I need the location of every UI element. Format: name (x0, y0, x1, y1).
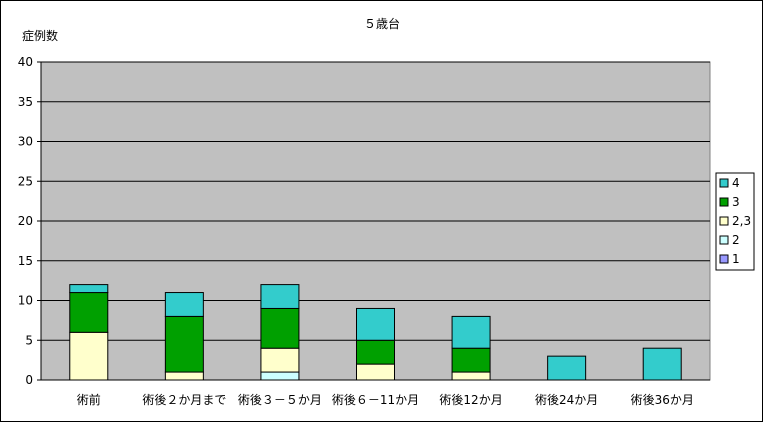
y-axis-ticks: 0 5 10 15 20 25 30 35 40 (18, 55, 42, 387)
bar-segment-4 (260, 284, 300, 309)
bar-segment-3 (69, 292, 109, 333)
legend-swatch (719, 235, 729, 245)
y-tick-label: 10 (18, 294, 33, 308)
chart-title: ５歳台 (364, 16, 400, 31)
bar-segment-4 (164, 292, 204, 317)
y-tick-label: 0 (25, 373, 33, 387)
legend-swatch (719, 178, 729, 188)
bar-segment-2 (260, 371, 300, 381)
x-category-label: 術後12か月 (439, 393, 502, 407)
x-category-label: 術前 (77, 392, 101, 407)
bar-segment-4 (451, 315, 491, 349)
x-category-label: 術後24か月 (535, 393, 598, 407)
x-category-label: 術後36か月 (631, 393, 694, 407)
legend-swatch (719, 254, 729, 264)
bar-segment-4 (547, 355, 587, 381)
bar-segment-3 (260, 307, 300, 349)
x-category-label: 術後２か月まで (142, 393, 226, 407)
bars (69, 284, 682, 381)
legend-swatch (719, 197, 729, 207)
bar-segment-2-3 (356, 363, 395, 381)
legend: 4 3 2,3 2 1 (715, 172, 755, 271)
legend-swatch (719, 216, 729, 226)
bar-segment-3 (164, 315, 204, 373)
y-tick-label: 40 (18, 55, 33, 69)
x-category-label: 術後６－11か月 (332, 393, 419, 407)
bar-segment-3 (451, 347, 491, 373)
bar-segment-4 (69, 284, 109, 294)
x-category-label: 術後３－５か月 (238, 393, 322, 407)
bar-segment-2-3 (260, 347, 300, 373)
legend-label: 1 (732, 252, 740, 266)
bar-segment-4 (356, 307, 395, 341)
bar-segment-2-3 (451, 371, 491, 381)
legend-label: 3 (732, 195, 740, 209)
legend-label: 2,3 (732, 214, 751, 228)
bar-segment-2-3 (164, 371, 204, 381)
bar-segment-2-3 (69, 331, 109, 381)
legend-label: 4 (732, 176, 740, 190)
legend-label: 2 (732, 233, 740, 247)
y-tick-label: 20 (18, 214, 33, 228)
x-axis-categories: 術前 術後２か月まで 術後３－５か月 術後６－11か月 術後12か月 術後24か月 術後36… (77, 392, 694, 407)
bar-segment-4 (642, 347, 682, 381)
y-tick-label: 25 (18, 174, 33, 188)
y-tick-label: 15 (18, 254, 33, 268)
y-tick-label: 5 (25, 333, 33, 347)
y-tick-label: 35 (18, 95, 33, 109)
y-axis-title: 症例数 (22, 28, 58, 43)
y-tick-label: 30 (18, 135, 33, 149)
bar-segment-3 (356, 339, 395, 365)
